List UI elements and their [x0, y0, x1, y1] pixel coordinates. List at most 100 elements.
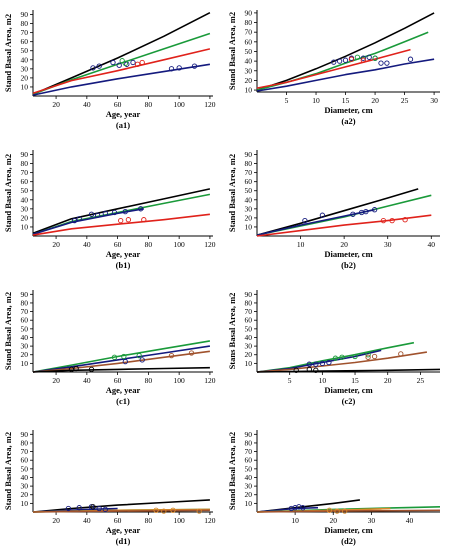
data-point-red [118, 217, 124, 224]
data-point-navy [313, 361, 319, 367]
y-tick-label: 80 [21, 298, 29, 307]
data-point-orange [334, 508, 340, 514]
x-tick-label: 120 [204, 516, 216, 525]
x-tick-label: 60 [114, 100, 122, 109]
y-axis-label: Stand Basal Area, m2 [227, 154, 237, 232]
data-point-red [125, 217, 132, 223]
y-tick-label: 30 [245, 66, 253, 75]
y-tick-label: 90 [21, 290, 29, 299]
x-tick-label: 120 [204, 376, 216, 385]
x-tick-label: 5 [288, 376, 292, 385]
data-point-black [306, 366, 312, 373]
y-tick-label: 20 [245, 350, 253, 359]
y-axis-label: Stand Basal Area, m2 [227, 432, 237, 510]
data-point-green [121, 353, 127, 360]
x-tick-label: 120 [204, 240, 216, 249]
y-tick-label: 20 [245, 490, 253, 499]
y-tick-label: 50 [21, 46, 29, 55]
data-point-navy [90, 65, 96, 71]
x-axis-label: Age, year [106, 109, 141, 119]
y-tick-label: 20 [21, 213, 29, 222]
series-line-red [256, 48, 411, 89]
data-point-brown [365, 354, 371, 360]
y-tick-label: 50 [21, 324, 29, 333]
x-tick-label: 30 [384, 240, 392, 249]
y-tick-label: 40 [245, 57, 253, 66]
y-tick-label: 40 [21, 473, 29, 482]
data-point-navy [122, 208, 128, 215]
data-point-navy [102, 506, 108, 513]
x-tick-label: 25 [401, 96, 409, 105]
y-tick-label: 60 [245, 177, 253, 186]
y-tick-label: 70 [21, 28, 29, 37]
data-point-green [111, 354, 118, 360]
data-point-navy [65, 505, 72, 512]
y-tick-label: 20 [21, 73, 29, 82]
x-tick-label: 60 [114, 240, 122, 249]
x-tick-label: 40 [83, 240, 91, 249]
y-tick-label: 30 [245, 342, 253, 351]
data-point-navy [94, 212, 101, 218]
series-line-black [32, 188, 211, 235]
data-point-navy [360, 55, 366, 61]
y-tick-label: 50 [245, 324, 253, 333]
panel-label: (c1) [116, 396, 130, 406]
y-tick-label: 20 [21, 350, 29, 359]
y-tick-label: 90 [245, 290, 253, 299]
panel-label: (d1) [116, 536, 131, 546]
data-point-red [380, 217, 387, 224]
data-point-navy [302, 217, 308, 224]
x-tick-label: 10 [312, 96, 320, 105]
series-line-black [32, 11, 211, 95]
x-tick-label: 100 [174, 376, 186, 385]
y-tick-label: 30 [245, 204, 253, 213]
x-tick-label: 30 [430, 96, 438, 105]
x-tick-label: 120 [204, 100, 216, 109]
x-axis-label: Diameter, cm [324, 385, 372, 395]
y-tick-label: 10 [21, 222, 29, 231]
x-tick-label: 40 [428, 240, 436, 249]
panel-label: (d2) [341, 536, 356, 546]
x-axis-label: Diameter, cm [324, 525, 372, 535]
y-tick-label: 40 [21, 55, 29, 64]
series-line-green [32, 340, 211, 373]
data-point-green [354, 54, 361, 60]
y-tick-label: 80 [245, 18, 253, 27]
y-axis-label: Stand Basal Area, m2 [3, 292, 13, 370]
y-tick-label: 30 [21, 482, 29, 491]
data-point-red [139, 59, 145, 66]
data-point-orange [342, 508, 348, 514]
y-tick-label: 30 [21, 204, 29, 213]
x-tick-label: 40 [83, 376, 91, 385]
data-point-navy [102, 210, 108, 217]
data-point-navy [407, 56, 414, 62]
data-point-navy [319, 212, 326, 218]
x-tick-label: 10 [291, 516, 299, 525]
data-point-green [122, 60, 128, 67]
y-tick-label: 70 [21, 168, 29, 177]
data-point-navy [96, 63, 102, 69]
y-tick-label: 20 [245, 76, 253, 85]
data-point-navy [96, 505, 102, 512]
data-point-navy [88, 504, 95, 510]
data-point-navy [319, 360, 326, 367]
data-point-navy [288, 505, 294, 512]
x-tick-label: 20 [340, 240, 348, 249]
x-tick-label: 25 [417, 376, 425, 385]
data-point-navy [139, 357, 145, 363]
data-point-navy [168, 66, 175, 72]
y-tick-label: 60 [21, 37, 29, 46]
y-tick-label: 50 [21, 464, 29, 473]
y-tick-label: 90 [245, 8, 253, 17]
x-tick-label: 5 [285, 96, 289, 105]
series-line-black [256, 368, 441, 373]
data-point-navy [331, 59, 337, 65]
data-point-orange [170, 507, 176, 513]
data-point-orange [196, 508, 202, 514]
y-tick-label: 70 [21, 447, 29, 456]
y-tick-label: 40 [21, 333, 29, 342]
